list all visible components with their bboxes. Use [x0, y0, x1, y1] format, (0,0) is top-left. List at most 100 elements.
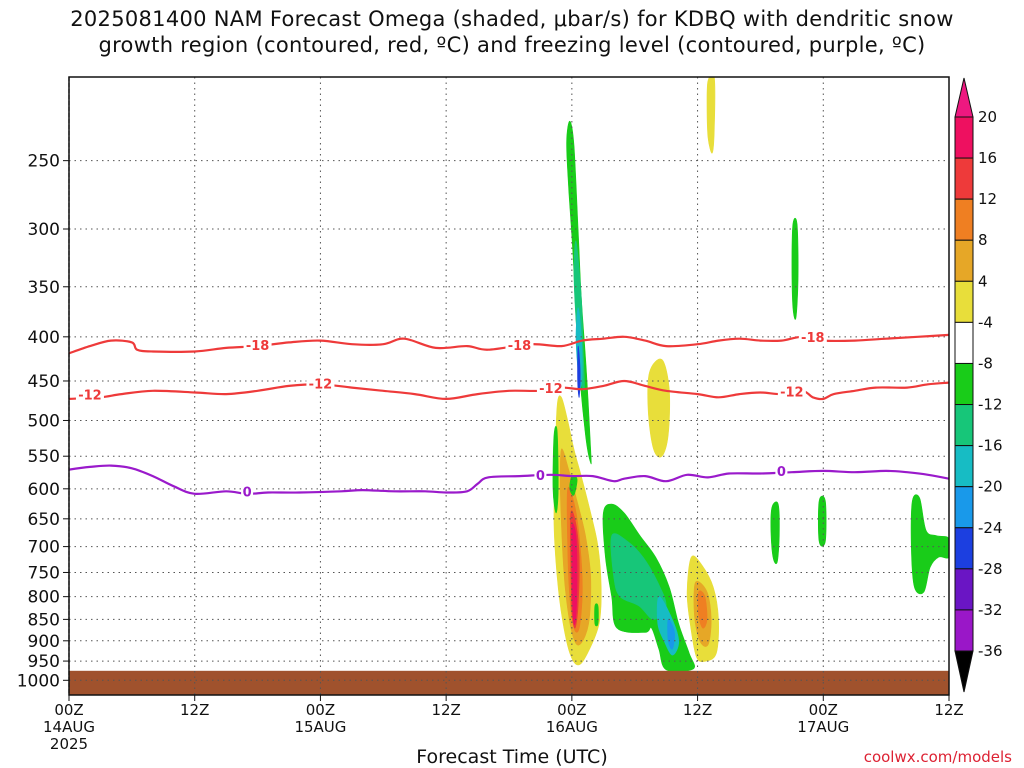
- credit-link[interactable]: coolwx.com/models: [863, 748, 1012, 766]
- plot-area: [69, 77, 949, 695]
- y-tick-label: 1000: [17, 671, 60, 691]
- omega-region: [647, 358, 671, 458]
- colorbar-swatch: [954, 527, 974, 570]
- contour-label-bg: [75, 387, 104, 402]
- omega-region: [770, 501, 780, 565]
- contour-label-bg: [241, 484, 254, 499]
- y-tick-label: 800: [28, 588, 60, 608]
- contour-label-bg: [534, 468, 547, 483]
- omega-region: [577, 345, 581, 398]
- y-tick-label: 300: [28, 220, 60, 240]
- y-tick-label: 450: [28, 372, 60, 392]
- omega-region: [571, 523, 578, 626]
- colorbar-bottom-arrow: [954, 650, 974, 693]
- chart-title-line1: 2025081400 NAM Forecast Omega (shaded, μ…: [70, 7, 954, 31]
- y-tick-label: 750: [28, 563, 60, 583]
- contour-label-bg: [505, 338, 534, 353]
- x-tick-label: 00Z: [306, 701, 335, 719]
- omega-region: [791, 217, 799, 320]
- x-tick-label: 00Z: [54, 701, 83, 719]
- contour-label: 0: [536, 469, 545, 484]
- ground-layer: [69, 670, 949, 695]
- colorbar-label: -8: [978, 354, 993, 372]
- x-tick-label: 12Z: [934, 701, 963, 719]
- colorbar-swatch: [954, 280, 974, 323]
- grid-lines: [69, 77, 949, 695]
- colorbar-swatch: [954, 609, 974, 652]
- colorbar-label: 12: [978, 190, 997, 208]
- colorbar-label: 4: [978, 272, 988, 290]
- x-tick-label: 17AUG: [797, 718, 849, 736]
- contour-label: 0: [243, 486, 252, 501]
- colorbar-label: -4: [978, 313, 993, 331]
- colorbar-label: -12: [978, 396, 1003, 414]
- contour-label: -12: [78, 389, 102, 404]
- omega-region: [667, 619, 675, 650]
- y-tick-label: 400: [28, 328, 60, 348]
- isotherm-line: [69, 379, 949, 401]
- colorbar-label: 20: [978, 108, 997, 126]
- contour-label-bg: [798, 329, 827, 344]
- colorbar-swatch: [954, 568, 974, 611]
- y-tick-label: 900: [28, 632, 60, 652]
- x-tick-label: 00Z: [557, 701, 586, 719]
- omega-region: [817, 495, 827, 547]
- contour-label: -18: [801, 331, 825, 346]
- contour-label: -12: [539, 382, 563, 397]
- y-tick-label: 550: [28, 447, 60, 467]
- omega-region: [697, 590, 708, 629]
- colorbar-swatch: [954, 239, 974, 282]
- colorbar-legend: 20 16 12 8 4 -4 -8 -12 -16 -20 -24 -28 -32 -36: [954, 77, 1003, 693]
- chart-title: 2025081400 NAM Forecast Omega (shaded, μ…: [0, 6, 1024, 58]
- omega-shading: [552, 77, 949, 672]
- colorbar-swatch: [954, 116, 974, 159]
- omega-region: [594, 603, 599, 627]
- colorbar-label: -28: [978, 560, 1003, 578]
- chart-title-line2: growth region (contoured, red, ºC) and f…: [98, 33, 926, 57]
- colorbar-swatch: [954, 445, 974, 488]
- contour-label: -12: [780, 385, 804, 400]
- colorbar-top-arrow: [954, 77, 974, 118]
- y-tick-label: 700: [28, 538, 60, 558]
- colorbar-swatch: [954, 157, 974, 200]
- contour-label-bg: [777, 384, 806, 399]
- y-tick-label: 850: [28, 610, 60, 630]
- colorbar-label: -36: [978, 642, 1003, 660]
- x-tick-label: 12Z: [431, 701, 460, 719]
- contour-label: -18: [508, 339, 532, 354]
- x-tick-label: 2025: [50, 735, 88, 753]
- y-tick-label: 650: [28, 510, 60, 530]
- contour-label-bg: [775, 464, 788, 479]
- omega-region: [552, 425, 559, 514]
- colorbar-label: 8: [978, 231, 988, 249]
- contour-label: -18: [246, 339, 270, 354]
- isotherm-line: [69, 464, 949, 496]
- contour-label-bg: [243, 338, 272, 353]
- x-tick-label: 16AUG: [546, 718, 598, 736]
- contour-labels: -18 -18 -18 -12 -12 -12 -12 0 0 0: [75, 329, 827, 501]
- colorbar-swatch: [954, 486, 974, 529]
- y-tick-label: 250: [28, 152, 60, 172]
- colorbar-label: -20: [978, 478, 1003, 496]
- colorbar-label: -16: [978, 437, 1003, 455]
- x-tick-label: 00Z: [809, 701, 838, 719]
- contour-label: 0: [777, 465, 786, 480]
- colorbar-label: -24: [978, 519, 1003, 537]
- contour-label: -12: [309, 377, 333, 392]
- x-tick-label: 14AUG: [43, 718, 95, 736]
- x-tick-label: 12Z: [180, 701, 209, 719]
- x-tick-label: 15AUG: [294, 718, 346, 736]
- colorbar-swatch: [954, 362, 974, 406]
- x-axis-title: Forecast Time (UTC): [416, 746, 608, 768]
- x-tick-label: 12Z: [683, 701, 712, 719]
- y-tick-label: 950: [28, 652, 60, 672]
- omega-region: [910, 494, 949, 595]
- contour-label-bg: [536, 381, 565, 396]
- colorbar-swatch: [954, 198, 974, 241]
- y-tick-label: 350: [28, 278, 60, 298]
- contour-label-bg: [306, 376, 335, 391]
- y-axis: 2503003504004505005506006507007508008509…: [17, 152, 69, 691]
- ground-shading: [69, 670, 949, 695]
